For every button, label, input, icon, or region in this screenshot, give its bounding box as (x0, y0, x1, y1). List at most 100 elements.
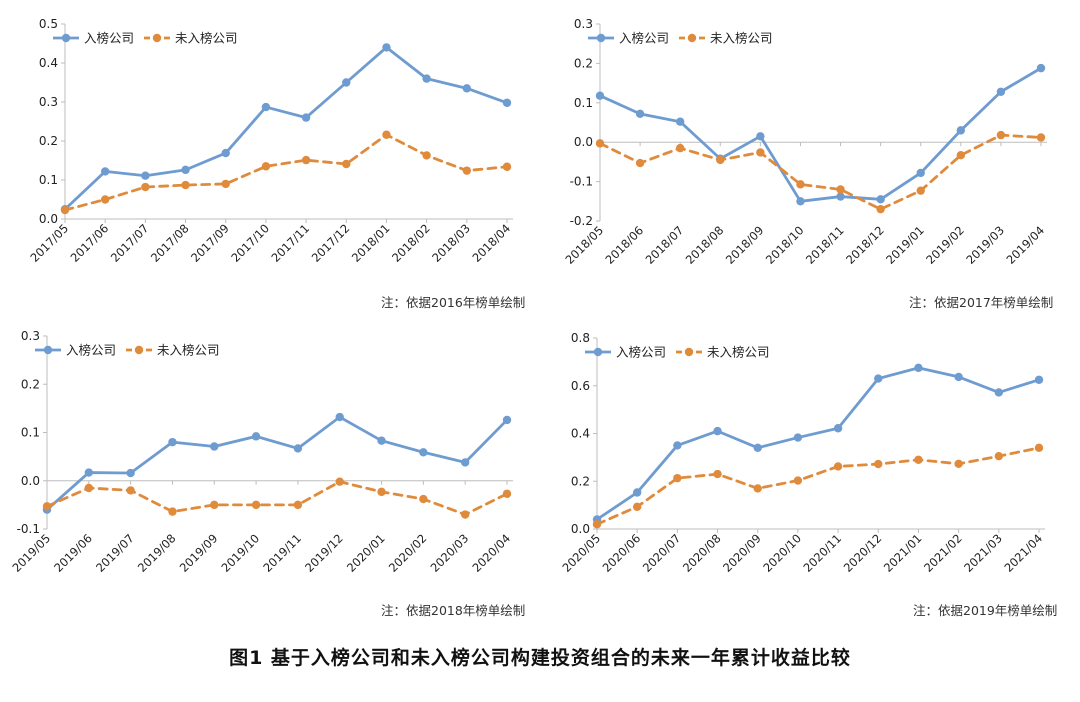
x-tick-label: 2018/10 (763, 223, 807, 267)
data-point (502, 162, 512, 171)
legend-marker (684, 347, 694, 357)
y-tick-label: 0.2 (574, 56, 593, 70)
data-point (42, 502, 52, 511)
data-point (100, 167, 110, 176)
data-point (956, 126, 966, 135)
data-point (916, 186, 925, 195)
legend-marker (596, 33, 606, 43)
data-point (876, 195, 885, 204)
chart-panel-2019: 0.0 0.2 0.4 0.6 0.8 2020/05 2020/06 2020/07 2020… (540, 316, 1080, 636)
data-point (502, 415, 512, 425)
x-tick-label: 2020/06 (600, 531, 644, 575)
x-tick-label: 2018/12 (843, 223, 887, 267)
x-tick-label: 2018/04 (469, 221, 513, 265)
x-tick-label: 2019/12 (302, 531, 346, 575)
chart-panel-2016: 0.0 0.1 0.2 0.3 0.4 0.5 2017/05 2017/06 2017/07 2… (0, 0, 540, 320)
x-tick-label: 2019/01 (883, 223, 927, 267)
y-tick-label: 0.1 (21, 426, 40, 440)
data-point (954, 372, 963, 382)
legend-label: 未入榜公司 (157, 343, 220, 358)
y-tick-label: -0.2 (570, 214, 593, 228)
x-tick-label: 2019/06 (51, 531, 95, 575)
y-tick-label: 0.0 (571, 522, 590, 536)
data-point (210, 500, 219, 510)
x-tick-label: 2019/10 (219, 531, 263, 575)
chart-note: 注：依据2016年榜单绘制 (381, 295, 526, 310)
data-point (753, 443, 762, 453)
figure-caption: 图1 基于入榜公司和未入榜公司构建投资组合的未来一年累计收益比较 (229, 647, 851, 669)
data-point (833, 462, 843, 471)
data-point (60, 205, 70, 215)
data-point (595, 139, 605, 148)
data-point (181, 165, 190, 175)
data-point (713, 426, 722, 436)
legend-marker (593, 347, 603, 357)
data-point (956, 151, 966, 160)
data-point (126, 486, 135, 495)
data-point (100, 195, 110, 204)
data-point (377, 436, 386, 445)
data-point (293, 444, 303, 453)
data-point (210, 442, 219, 451)
x-tick-label: 2020/10 (760, 531, 804, 575)
series-line-unlisted (595, 446, 1041, 526)
chart-note: 注：依据2017年榜单绘制 (909, 295, 1054, 310)
x-tick-label: 2021/02 (921, 531, 965, 575)
data-point (756, 132, 765, 141)
y-tick-label: 0.4 (571, 427, 590, 441)
y-tick-label: 0.3 (39, 95, 58, 109)
legend-label: 入榜公司 (66, 343, 116, 358)
data-point (996, 87, 1006, 96)
x-tick-label: 2018/06 (603, 223, 647, 267)
data-point (592, 520, 602, 529)
data-point (713, 469, 722, 479)
x-tick-label: 2017/11 (269, 221, 313, 265)
x-tick-label: 2019/04 (1003, 223, 1047, 267)
data-point (632, 488, 642, 497)
y-tick-label: 0.5 (39, 17, 58, 31)
data-point (673, 473, 682, 483)
data-point (793, 433, 803, 442)
data-point (994, 388, 1004, 397)
chart-panel-2018: -0.1 0.0 0.1 0.2 0.3 2019/05 2019/06 2019/07 201… (0, 316, 540, 636)
data-point (994, 451, 1004, 461)
x-tick-label: 2019/02 (923, 223, 967, 267)
data-point (301, 113, 311, 122)
y-tick-label: 0.8 (571, 331, 590, 345)
y-tick-label: 0.3 (574, 17, 593, 31)
data-point (876, 204, 885, 214)
data-point (675, 117, 685, 126)
data-point (251, 432, 261, 441)
x-tick-label: 2019/03 (963, 223, 1007, 267)
x-tick-label: 2019/05 (9, 531, 53, 575)
x-tick-label: 2018/01 (349, 221, 393, 265)
series-line-listed (45, 415, 509, 512)
x-tick-label: 2019/07 (93, 531, 137, 575)
data-point (382, 130, 391, 139)
data-point (502, 98, 512, 107)
legend-label: 入榜公司 (84, 31, 134, 46)
x-tick-label: 2020/11 (801, 531, 845, 575)
x-tick-label: 2020/01 (344, 531, 388, 575)
y-tick-label: 0.2 (21, 377, 40, 391)
y-tick-label: 0.1 (39, 173, 58, 187)
x-tick-label: 2021/03 (961, 531, 1005, 575)
data-point (836, 192, 845, 201)
data-point (422, 74, 431, 83)
x-tick-label: 2017/10 (228, 221, 272, 265)
x-tick-label: 2020/07 (640, 531, 684, 575)
data-point (342, 159, 351, 169)
data-point (181, 180, 190, 190)
data-point (916, 168, 925, 178)
series-line-listed (63, 46, 509, 211)
x-tick-label: 2018/03 (429, 221, 473, 265)
data-point (462, 166, 472, 175)
data-point (954, 459, 963, 469)
data-point (1036, 63, 1046, 73)
chart-svg: 0.00.20.40.60.82020/052020/062020/072020… (559, 331, 1045, 575)
data-point (874, 459, 883, 469)
x-tick-label: 2018/05 (562, 223, 606, 267)
x-tick-label: 2019/11 (260, 531, 304, 575)
data-point (293, 500, 303, 510)
data-point (251, 500, 261, 510)
